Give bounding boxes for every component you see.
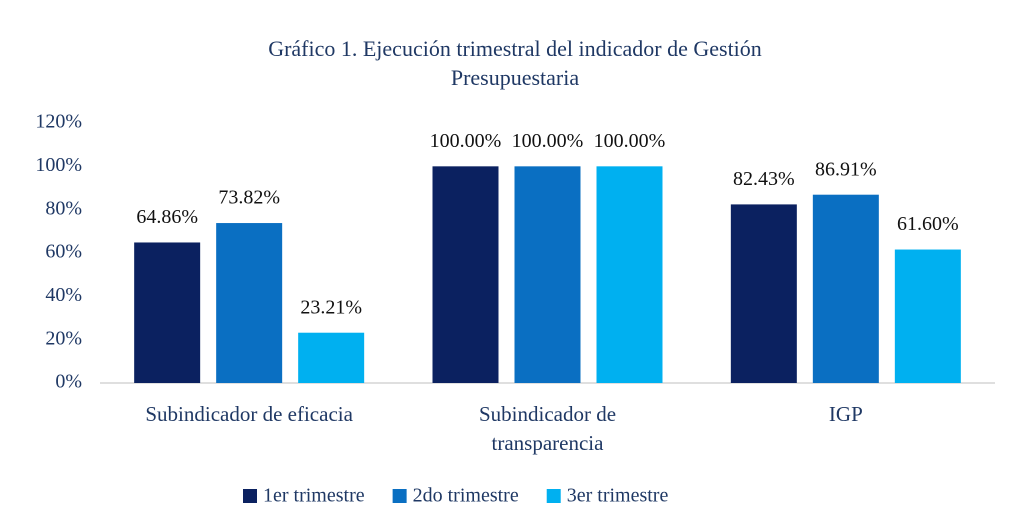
bar (894, 249, 961, 383)
y-tick-label: 0% (55, 371, 82, 393)
value-label: 82.43% (733, 168, 795, 190)
y-tick-label: 80% (45, 197, 82, 219)
value-label: 86.91% (815, 158, 877, 180)
legend-label: 2do trimestre (413, 485, 519, 507)
legend-swatch (392, 489, 407, 503)
bar (514, 166, 581, 383)
bar (216, 223, 283, 383)
value-label: 100.00% (594, 130, 666, 152)
value-label: 23.21% (300, 296, 362, 318)
chart-title: Gráfico 1. Ejecución trimestral del indi… (268, 36, 762, 90)
y-tick-label: 20% (45, 327, 82, 349)
value-label: 73.82% (218, 187, 280, 209)
y-tick-label: 120% (35, 111, 82, 133)
value-label: 100.00% (512, 130, 584, 152)
x-tick-label: Subindicador de eficacia (145, 402, 353, 426)
value-label: 100.00% (430, 130, 502, 152)
x-tick-label: IGP (828, 402, 863, 426)
value-label: 61.60% (897, 213, 959, 235)
y-tick-label: 60% (45, 241, 82, 263)
legend-label: 3er trimestre (567, 485, 669, 507)
y-tick-label: 100% (35, 154, 82, 176)
x-tick-label: Subindicador de transparencia (478, 402, 617, 455)
bar (298, 332, 365, 383)
legend-swatch (546, 489, 561, 503)
value-label: 64.86% (136, 206, 198, 228)
bar (432, 166, 499, 383)
bar (812, 194, 879, 383)
bar (134, 242, 201, 383)
y-tick-label: 40% (45, 284, 82, 306)
bar (730, 204, 797, 383)
bar (596, 166, 663, 383)
legend-label: 1er trimestre (263, 485, 365, 507)
legend-swatch (243, 489, 257, 503)
